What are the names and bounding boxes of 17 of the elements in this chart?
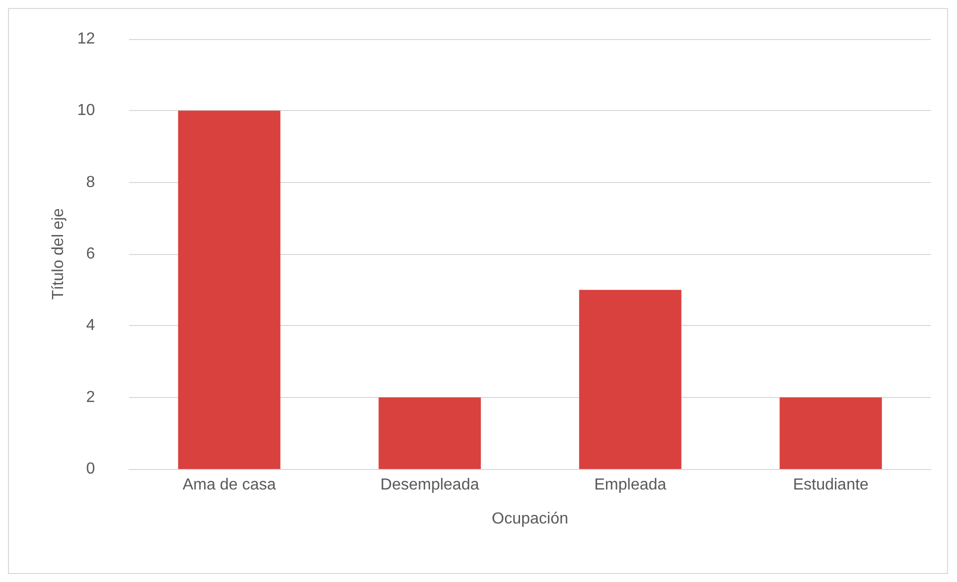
y-tick-label: 12 [77, 30, 96, 48]
bar [579, 290, 682, 469]
x-axis-title: Ocupación [492, 510, 568, 528]
bar [780, 397, 882, 469]
x-tick-label: Ama de casa [182, 476, 276, 494]
bar [378, 397, 481, 469]
x-tick-label: Estudiante [792, 476, 869, 494]
y-tick-label: 2 [86, 388, 96, 406]
x-tick-label: Desempleada [380, 476, 480, 494]
y-tick-label: 4 [86, 317, 96, 334]
y-tick-label: 8 [86, 174, 96, 191]
x-tick-label: Empleada [594, 476, 666, 494]
y-axis-title: Título del eje [50, 208, 67, 300]
y-tick-label: 0 [86, 460, 96, 478]
y-tick-label: 10 [77, 102, 96, 120]
y-tick-label: 6 [86, 246, 96, 262]
bar [178, 110, 280, 469]
